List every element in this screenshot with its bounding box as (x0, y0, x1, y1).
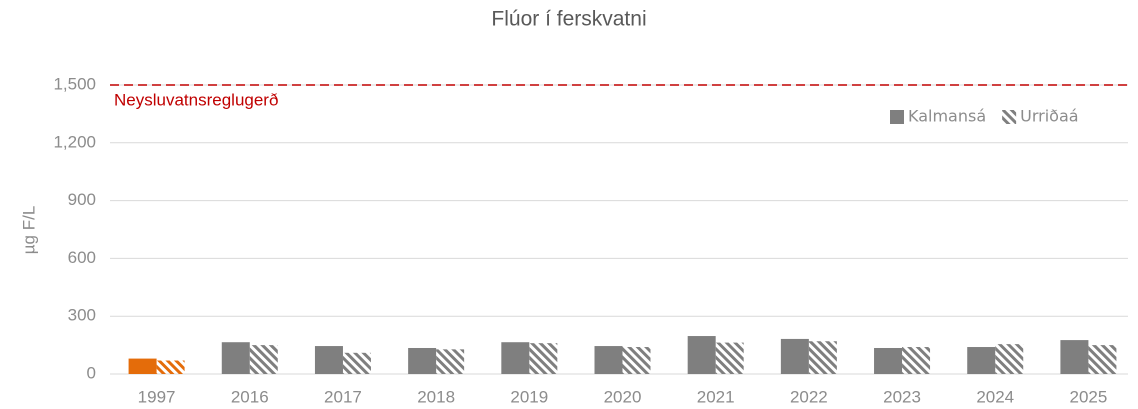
chart-title: Flúor í ferskvatni (491, 8, 646, 31)
reference-label: Neysluvatnsreglugerð (114, 90, 278, 109)
x-tick-label: 1997 (138, 387, 176, 406)
bar (249, 345, 278, 374)
bar (902, 347, 931, 374)
bar (808, 341, 837, 374)
bar (501, 342, 530, 374)
bar (342, 352, 371, 374)
bar (156, 360, 185, 374)
bar (128, 358, 157, 374)
bar (436, 349, 465, 374)
x-tick-label: 2022 (790, 387, 828, 406)
legend-label: Kalmansá (908, 107, 986, 126)
x-tick-label: 2016 (231, 387, 269, 406)
bar (408, 347, 437, 374)
bar (780, 338, 809, 374)
bar (1088, 345, 1117, 374)
bar (314, 346, 343, 374)
bar (715, 342, 744, 374)
legend-label: Urriðaá (1020, 107, 1078, 126)
bar (529, 343, 558, 374)
bar (221, 342, 250, 374)
x-tick-label: 2019 (510, 387, 548, 406)
x-tick-label: 2018 (417, 387, 455, 406)
bar (874, 347, 903, 374)
y-tick-label: 1,500 (53, 74, 96, 93)
y-tick-label: 1,200 (53, 132, 96, 151)
x-tick-label: 2020 (604, 387, 642, 406)
legend-swatch (1002, 110, 1017, 124)
x-tick-label: 2017 (324, 387, 362, 406)
x-tick-label: 2023 (883, 387, 921, 406)
x-tick-label: 2025 (1069, 387, 1107, 406)
y-tick-label: 900 (68, 190, 96, 209)
bar (1060, 340, 1089, 374)
y-tick-label: 600 (68, 248, 96, 267)
bar (995, 344, 1024, 374)
legend-swatch (890, 110, 904, 124)
bar (967, 347, 996, 374)
x-tick-label: 2024 (976, 387, 1014, 406)
x-tick-label: 2021 (697, 387, 735, 406)
y-axis-label: µg F/L (19, 206, 38, 255)
y-tick-label: 0 (87, 363, 96, 382)
bar (622, 347, 651, 374)
y-tick-label: 300 (68, 306, 96, 325)
bar (687, 336, 716, 374)
bar (594, 346, 623, 374)
